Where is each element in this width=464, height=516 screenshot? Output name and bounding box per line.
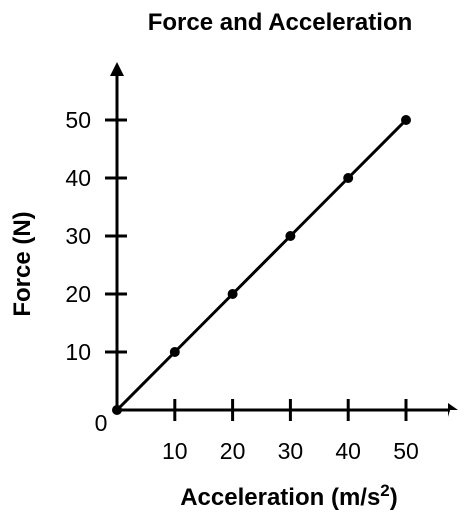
x-tick-label-50: 50 [393, 438, 419, 464]
x-axis-title-main: Acceleration (m/s [180, 484, 380, 511]
x-tick-label-10: 10 [162, 438, 188, 464]
y-tick-label-50: 50 [65, 107, 91, 133]
x-tick-label-30: 30 [278, 438, 304, 464]
x-axis-title-suffix: ) [390, 484, 398, 511]
x-axis-title: Acceleration (m/s2) [180, 481, 398, 511]
data-point-20 [227, 289, 238, 299]
data-point-10 [169, 347, 180, 357]
ticks-layer: 0 10 20 30 40 50 10 20 30 40 50 [65, 107, 418, 464]
data-point-30 [285, 231, 296, 241]
y-tick-label-20: 20 [65, 281, 91, 307]
data-point-0 [112, 405, 122, 415]
y-axis-title: Force (N) [9, 211, 36, 316]
x-tick-label-40: 40 [335, 438, 361, 464]
chart-title: Force and Acceleration [148, 9, 413, 36]
data-point-50 [401, 115, 411, 125]
origin-label: 0 [95, 410, 108, 436]
x-axis-title-superscript: 2 [380, 481, 389, 500]
x-axis-arrowhead [448, 403, 458, 417]
axes-layer [110, 62, 458, 417]
y-tick-label-40: 40 [65, 165, 91, 191]
y-tick-label-10: 10 [65, 339, 91, 365]
y-tick-label-30: 30 [65, 223, 91, 249]
data-point-40 [343, 173, 354, 183]
y-axis-arrowhead [110, 62, 124, 76]
series-layer [112, 115, 411, 415]
series-line [115, 118, 408, 412]
x-tick-label-20: 20 [220, 438, 246, 464]
